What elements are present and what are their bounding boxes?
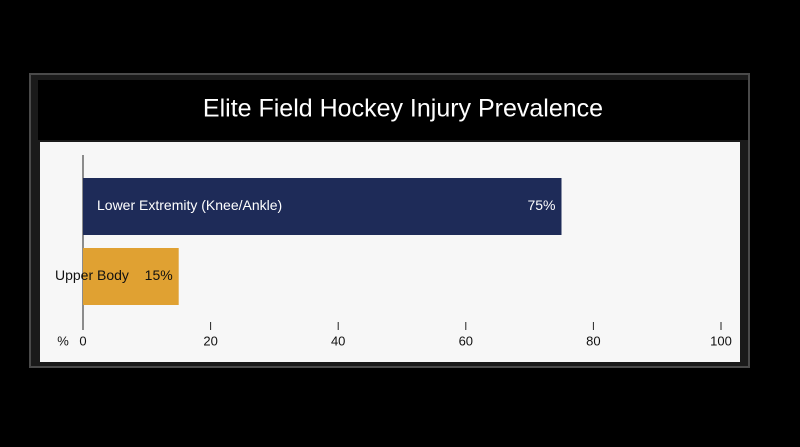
x-axis-label: % bbox=[57, 333, 69, 348]
title-bar bbox=[38, 80, 748, 140]
x-tick-label: 80 bbox=[586, 333, 600, 348]
x-tick-label: 20 bbox=[203, 333, 217, 348]
category-label: Lower Extremity (Knee/Ankle) bbox=[97, 197, 282, 213]
bar bbox=[83, 248, 179, 305]
bar bbox=[83, 178, 562, 235]
x-tick-label: 40 bbox=[331, 333, 345, 348]
x-tick-label: 0 bbox=[79, 333, 86, 348]
value-label: 15% bbox=[145, 267, 173, 283]
value-label: 75% bbox=[527, 197, 555, 213]
x-tick-label: 60 bbox=[459, 333, 473, 348]
category-label: Upper Body bbox=[55, 267, 129, 283]
chart-title: Elite Field Hockey Injury Prevalence bbox=[203, 95, 603, 123]
x-tick-label: 100 bbox=[710, 333, 732, 348]
